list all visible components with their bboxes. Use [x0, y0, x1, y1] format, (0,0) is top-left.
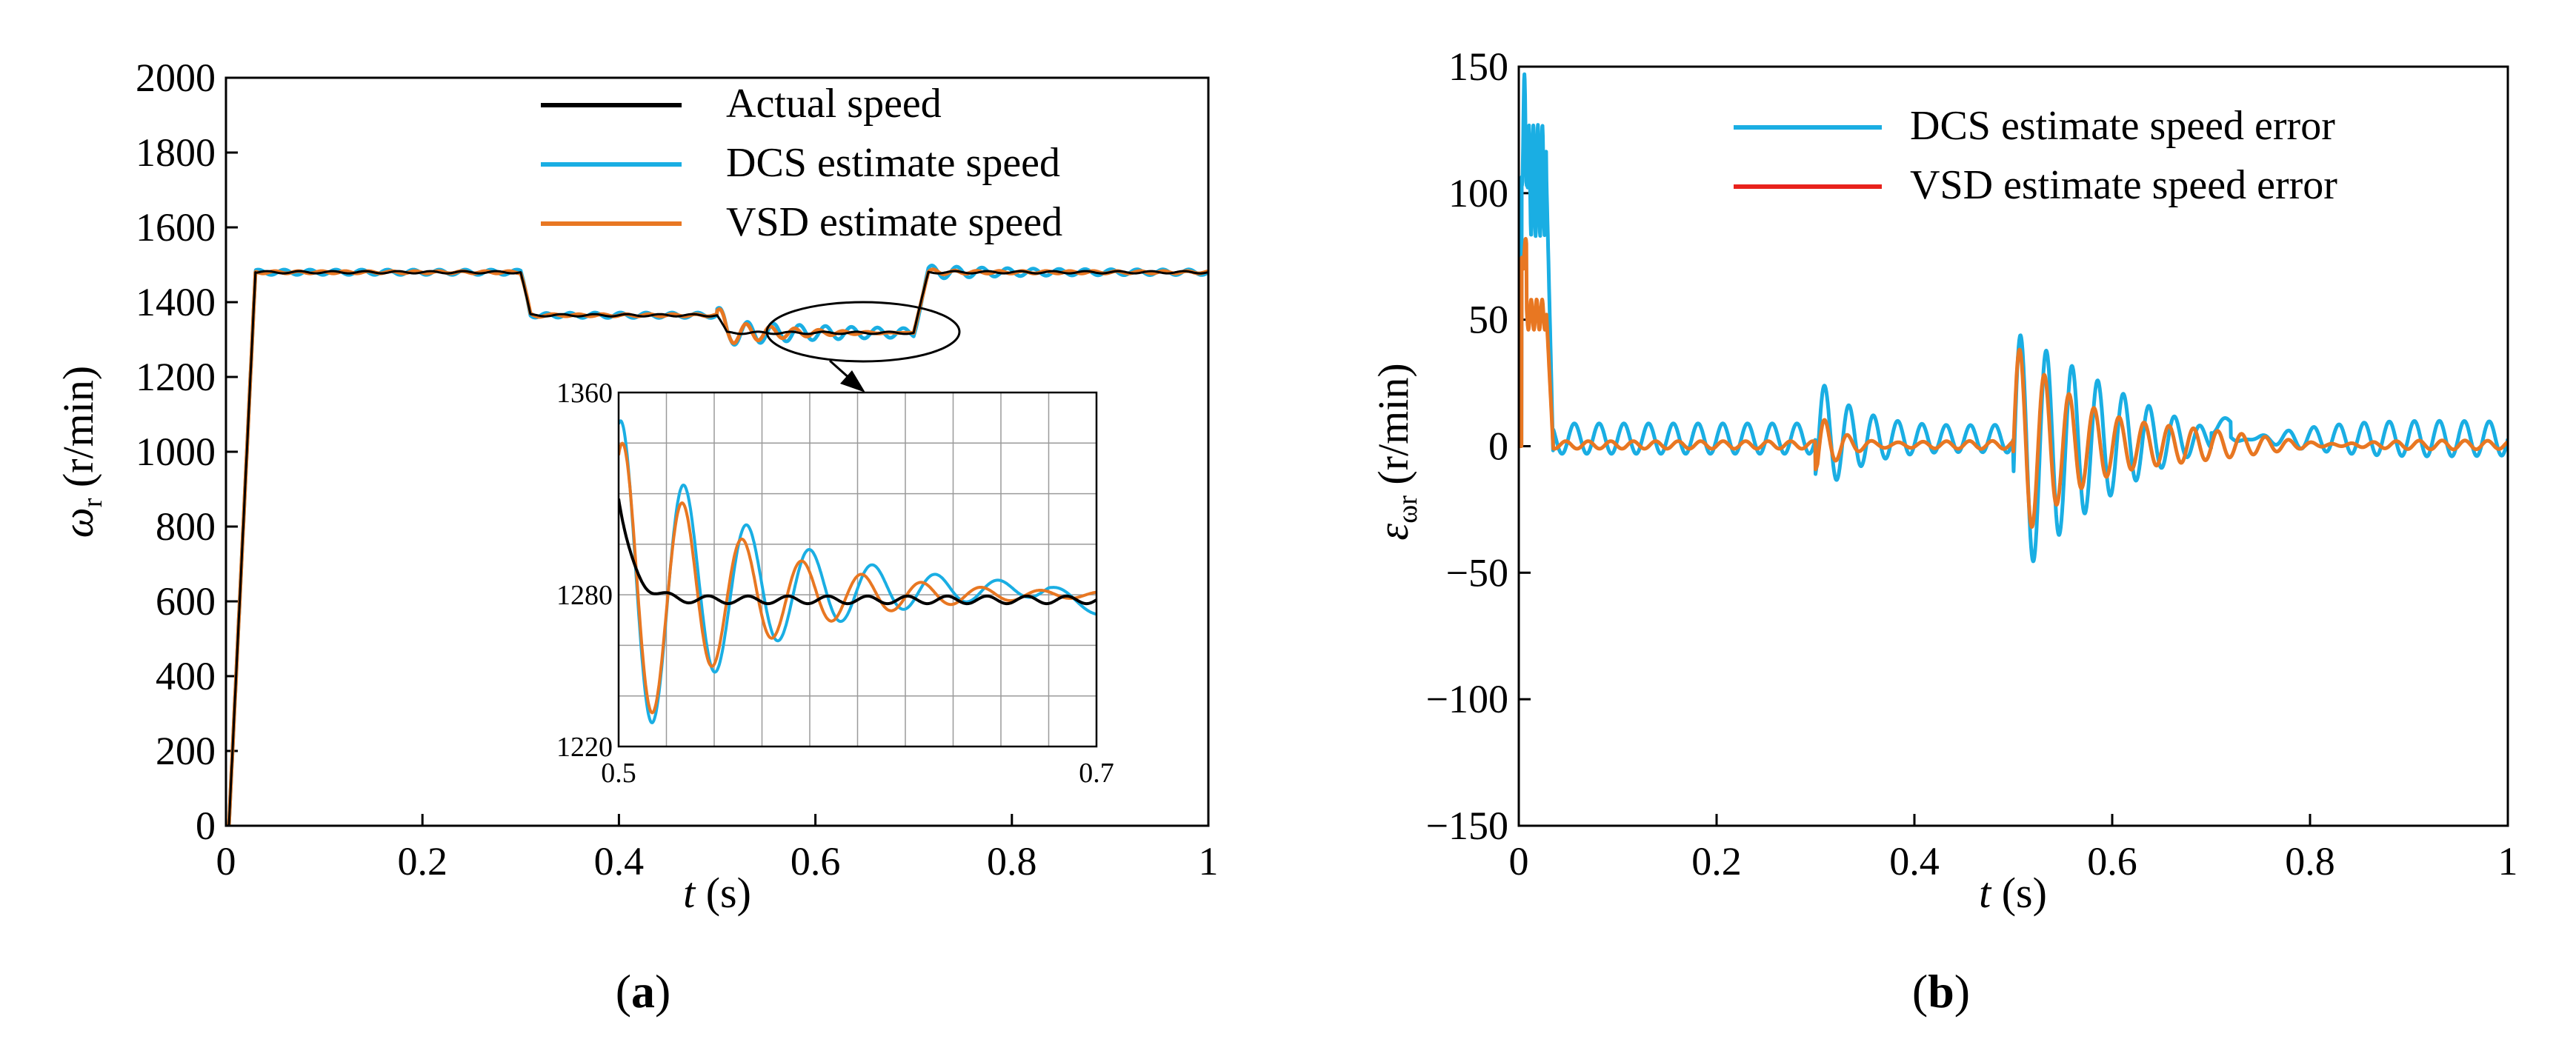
chart-a-xtick-label: 0	[216, 839, 236, 884]
chart-b-ylabel: εωr (r/min)	[1369, 363, 1423, 540]
panel-label-a: (a)	[616, 965, 671, 1018]
chart-b-legend: DCS estimate speed error VSD estimate sp…	[1734, 103, 2337, 208]
inset-line-actual	[619, 498, 1096, 606]
chart-a-inset: 0.5 0.7 1220 1280 1360	[556, 378, 1114, 789]
inset-line-dcs	[619, 419, 1096, 725]
chart-b-ytick-label: −50	[1446, 550, 1508, 595]
legend-b-vsd-label: VSD estimate speed error	[1910, 162, 2337, 208]
inset-ytick-label: 1220	[556, 732, 613, 763]
chart-a-ytick-label: 800	[156, 504, 216, 549]
chart-b-ytick-label: 0	[1488, 424, 1508, 469]
chart-a-xlabel: t (s)	[683, 869, 751, 917]
panel-label-b: (b)	[1912, 965, 1970, 1018]
chart-a-ticks: 0 0.2 0.4 0.6 0.8 1 0 200 400 600 800 1000 1200 1400 1…	[136, 56, 1219, 884]
chart-b-xtick-label: 0.4	[1889, 839, 1940, 884]
chart-a-xtick-label: 0.6	[791, 839, 841, 884]
legend-b-dcs-label: DCS estimate speed error	[1910, 103, 2335, 149]
inset-frame	[617, 391, 1098, 748]
inset-xtick-label: 0.5	[601, 758, 636, 789]
chart-b-ytick-label: −100	[1426, 677, 1508, 721]
series-line-vsd-error	[1519, 236, 2508, 529]
chart-a-xtick-label: 0.4	[594, 839, 645, 884]
chart-a-xtick-label: 0.2	[397, 839, 447, 884]
chart-a-ytick-label: 1200	[136, 355, 216, 399]
chart-a-ytick-label: 1400	[136, 280, 216, 324]
chart-a-ytick-label: 200	[156, 729, 216, 773]
chart-b-ytick-label: 100	[1448, 171, 1508, 216]
series-line-dcs-error	[1519, 72, 2508, 564]
chart-a-ytick-label: 400	[156, 654, 216, 698]
chart-b-ytick-label: 150	[1448, 44, 1508, 89]
chart-a-xtick-label: 1	[1199, 839, 1219, 884]
chart-a-ytick-label: 600	[156, 579, 216, 624]
chart-b-xlabel: t (s)	[1979, 869, 2047, 917]
chart-b-lines	[1519, 72, 2508, 564]
chart-b: 0 0.2 0.4 0.6 0.8 1 −150 −100 −50 0 50 100 150 DCS e…	[1369, 44, 2518, 1018]
chart-a-frame	[224, 76, 1210, 827]
inset-xtick-label: 0.7	[1079, 758, 1114, 789]
chart-b-xtick-label: 1	[2498, 839, 2518, 884]
chart-a-lines	[226, 264, 1208, 826]
chart-a-xtick-label: 0.8	[987, 839, 1037, 884]
chart-a-legend: Actual speed DCS estimate speed VSD esti…	[541, 81, 1062, 245]
legend-a-dcs-label: DCS estimate speed	[726, 140, 1060, 186]
chart-b-xtick-label: 0	[1509, 839, 1529, 884]
chart-a-ylabel: ωr (r/min)	[54, 366, 108, 538]
chart-a-ytick-label: 1600	[136, 205, 216, 250]
inset-grid	[619, 393, 1096, 747]
inset-ticks: 0.5 0.7 1220 1280 1360	[556, 378, 1114, 789]
chart-b-xtick-label: 0.8	[2285, 839, 2335, 884]
zoom-region-ellipse	[765, 301, 961, 363]
inset-ytick-label: 1360	[556, 378, 613, 409]
legend-a-actual-label: Actual speed	[726, 81, 942, 127]
chart-a-ytick-label: 1000	[136, 430, 216, 474]
legend-a-vsd-label: VSD estimate speed	[726, 199, 1062, 245]
chart-b-frame	[1517, 65, 2509, 827]
chart-a-ytick-label: 0	[196, 804, 216, 848]
chart-b-ytick-label: −150	[1426, 804, 1508, 848]
chart-a: 0 0.2 0.4 0.6 0.8 1 0 200 400 600 800 1000 1200 1400 1…	[54, 56, 1219, 1018]
inset-ytick-label: 1280	[556, 580, 613, 611]
chart-b-ticks: 0 0.2 0.4 0.6 0.8 1 −150 −100 −50 0 50 100 150	[1426, 44, 2518, 884]
chart-b-xtick-label: 0.2	[1691, 839, 1742, 884]
chart-b-ytick-label: 50	[1468, 298, 1508, 342]
chart-b-xtick-label: 0.6	[2087, 839, 2137, 884]
chart-a-ytick-label: 2000	[136, 56, 216, 100]
inset-lines	[619, 419, 1096, 725]
zoom-arrow-head	[840, 370, 865, 393]
chart-a-ytick-label: 1800	[136, 130, 216, 175]
series-line-actual-speed	[226, 270, 1208, 826]
